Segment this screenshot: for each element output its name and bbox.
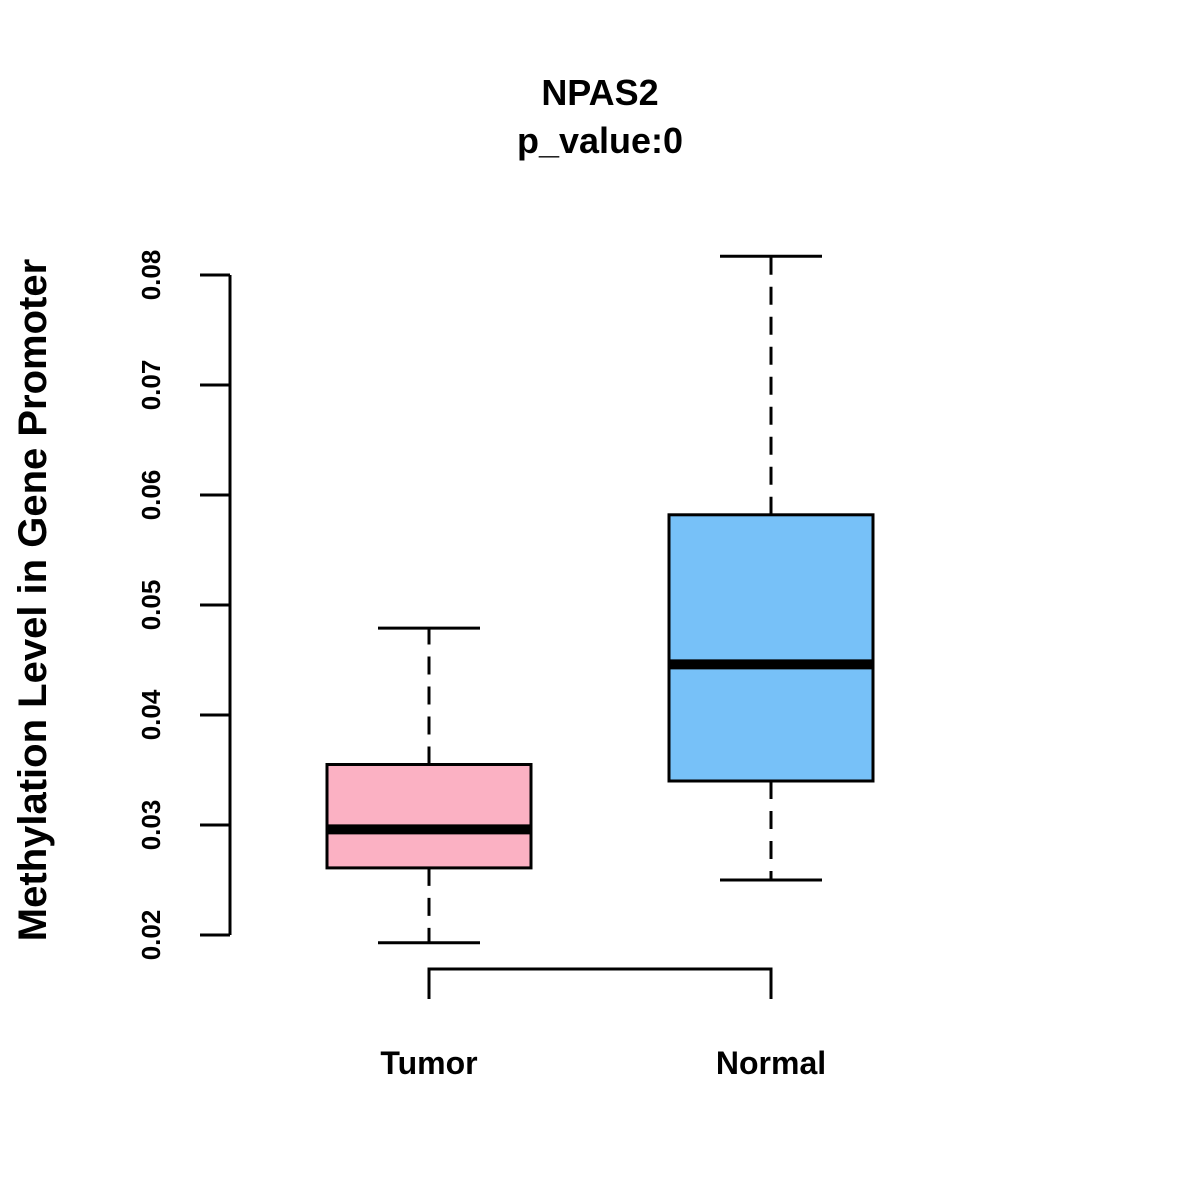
box-series xyxy=(325,254,875,945)
chart-subtitle: p_value:0 xyxy=(517,120,683,161)
y-tick-label: 0.05 xyxy=(136,580,166,631)
box-normal xyxy=(667,254,875,882)
comparison-bracket xyxy=(427,967,773,999)
box-tumor xyxy=(325,626,533,945)
y-tick-label: 0.08 xyxy=(136,250,166,301)
x-category-label: Normal xyxy=(716,1045,826,1081)
iqr-box xyxy=(667,513,875,783)
y-tick-label: 0.02 xyxy=(136,910,166,961)
x-axis-labels: Tumor Normal xyxy=(380,1045,826,1081)
chart-title: NPAS2 xyxy=(541,72,658,113)
y-tick-label: 0.07 xyxy=(136,360,166,411)
y-axis: 0.02 0.03 0.04 0.05 0.06 0.07 0.08 xyxy=(136,250,232,961)
x-category-label: Tumor xyxy=(380,1045,477,1081)
iqr-box xyxy=(325,763,533,870)
y-tick-label: 0.04 xyxy=(136,689,166,740)
y-tick-label: 0.03 xyxy=(136,800,166,851)
comparison-bracket-group xyxy=(427,967,773,999)
y-tick-label: 0.06 xyxy=(136,470,166,521)
y-axis-label: Methylation Level in Gene Promoter xyxy=(11,259,55,941)
